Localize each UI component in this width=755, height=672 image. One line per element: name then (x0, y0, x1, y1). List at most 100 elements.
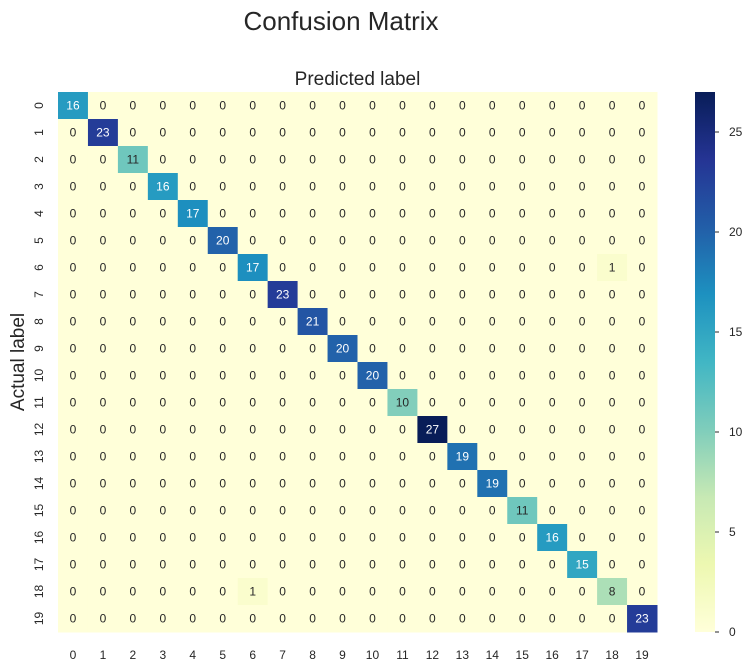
heatmap-cell (447, 470, 478, 498)
cell-value-label: 0 (189, 99, 196, 113)
cell-value-label: 0 (399, 612, 406, 626)
x-tick-label: 1 (100, 648, 107, 662)
heatmap-cell (207, 605, 239, 633)
cell-value-label: 0 (549, 234, 556, 248)
cell-value-label: 0 (159, 612, 166, 626)
cell-value-label: 0 (489, 99, 496, 113)
cell-value-label: 0 (609, 315, 616, 329)
cell-value-label: 0 (639, 585, 646, 599)
heatmap-cell (177, 92, 209, 120)
y-tick-label: 19 (32, 612, 46, 626)
heatmap-cell (297, 200, 329, 228)
cell-value-label: 0 (279, 477, 286, 491)
heatmap-cell (267, 605, 299, 633)
heatmap-cell (267, 146, 299, 174)
heatmap-cell (177, 605, 209, 633)
heatmap-cell (267, 524, 299, 552)
cell-value-label: 0 (130, 207, 137, 221)
y-axis-title: Actual label (8, 313, 29, 411)
heatmap-cell (207, 308, 239, 336)
heatmap-cell (327, 200, 358, 228)
heatmap-cell (327, 146, 358, 174)
cell-value-label: 0 (579, 504, 586, 518)
cell-value-label: 0 (399, 99, 406, 113)
cell-value-label: 0 (249, 504, 256, 518)
heatmap-cell (537, 173, 568, 201)
heatmap-cell (447, 605, 478, 633)
heatmap-cell (117, 416, 149, 444)
heatmap-cell (417, 362, 448, 390)
y-tick-label: 4 (32, 210, 46, 217)
cell-value-label: 0 (579, 342, 586, 356)
heatmap-cell (357, 335, 388, 363)
cell-value-label: 0 (549, 315, 556, 329)
cell-value-label: 0 (579, 477, 586, 491)
heatmap-cell (267, 308, 299, 336)
cell-value-label: 0 (369, 612, 376, 626)
cell-value-label: 0 (369, 396, 376, 410)
heatmap-cell (87, 281, 119, 309)
heatmap-cell (117, 119, 149, 147)
heatmap-cell (507, 146, 538, 174)
cell-value-label: 0 (159, 261, 166, 275)
cell-value-label: 0 (130, 558, 137, 572)
heatmap-cell (537, 524, 568, 552)
cell-value-label: 0 (309, 126, 316, 140)
heatmap-cell (507, 227, 538, 255)
heatmap-cell (267, 497, 299, 525)
heatmap-cell (387, 146, 418, 174)
cell-value-label: 0 (579, 99, 586, 113)
heatmap-cell (267, 281, 299, 309)
heatmap-cell (477, 281, 508, 309)
cell-value-label: 0 (189, 612, 196, 626)
heatmap-cell (147, 551, 179, 579)
heatmap-cell (207, 200, 239, 228)
heatmap-cell (387, 416, 418, 444)
cell-value-label: 17 (186, 207, 200, 221)
heatmap-cell (87, 173, 119, 201)
heatmap-cell (207, 173, 239, 201)
heatmap-cell (537, 389, 568, 417)
cell-value-label: 0 (339, 504, 346, 518)
heatmap-cell (357, 362, 388, 390)
heatmap-cell (357, 470, 388, 498)
heatmap-cell (327, 308, 358, 336)
heatmap-cell (537, 551, 568, 579)
cell-value-label: 0 (429, 369, 436, 383)
cell-value-label: 0 (339, 153, 346, 167)
cell-value-label: 0 (549, 99, 556, 113)
heatmap-cell (447, 254, 478, 282)
cell-value-label: 0 (459, 261, 466, 275)
heatmap-cell (357, 551, 388, 579)
cell-value-label: 16 (156, 180, 170, 194)
heatmap-cell (297, 578, 329, 606)
cell-value-label: 0 (70, 585, 77, 599)
heatmap-cell (567, 389, 598, 417)
cell-value-label: 0 (609, 558, 616, 572)
cell-value-label: 0 (639, 153, 646, 167)
heatmap-cell (297, 335, 329, 363)
cell-value-label: 16 (545, 531, 559, 545)
cell-value-label: 0 (219, 531, 226, 545)
heatmap-cell (87, 389, 119, 417)
heatmap-cell (87, 551, 119, 579)
cell-value-label: 0 (309, 288, 316, 302)
x-tick-label: 6 (249, 648, 256, 662)
heatmap-cell (597, 200, 628, 228)
cell-value-label: 0 (519, 477, 526, 491)
cell-value-label: 0 (339, 315, 346, 329)
cell-value-label: 0 (489, 126, 496, 140)
y-tick-label: 11 (32, 396, 46, 409)
heatmap-cell (387, 551, 418, 579)
heatmap-cell (357, 281, 388, 309)
heatmap-cell (627, 362, 658, 390)
heatmap-cell (267, 92, 299, 120)
cell-value-label: 0 (249, 369, 256, 383)
heatmap-cell (537, 200, 568, 228)
cell-value-label: 0 (399, 477, 406, 491)
cell-value-label: 0 (459, 558, 466, 572)
heatmap-cell (567, 119, 598, 147)
cell-value-label: 0 (189, 558, 196, 572)
cell-value-label: 0 (519, 207, 526, 221)
cell-value-label: 0 (309, 558, 316, 572)
